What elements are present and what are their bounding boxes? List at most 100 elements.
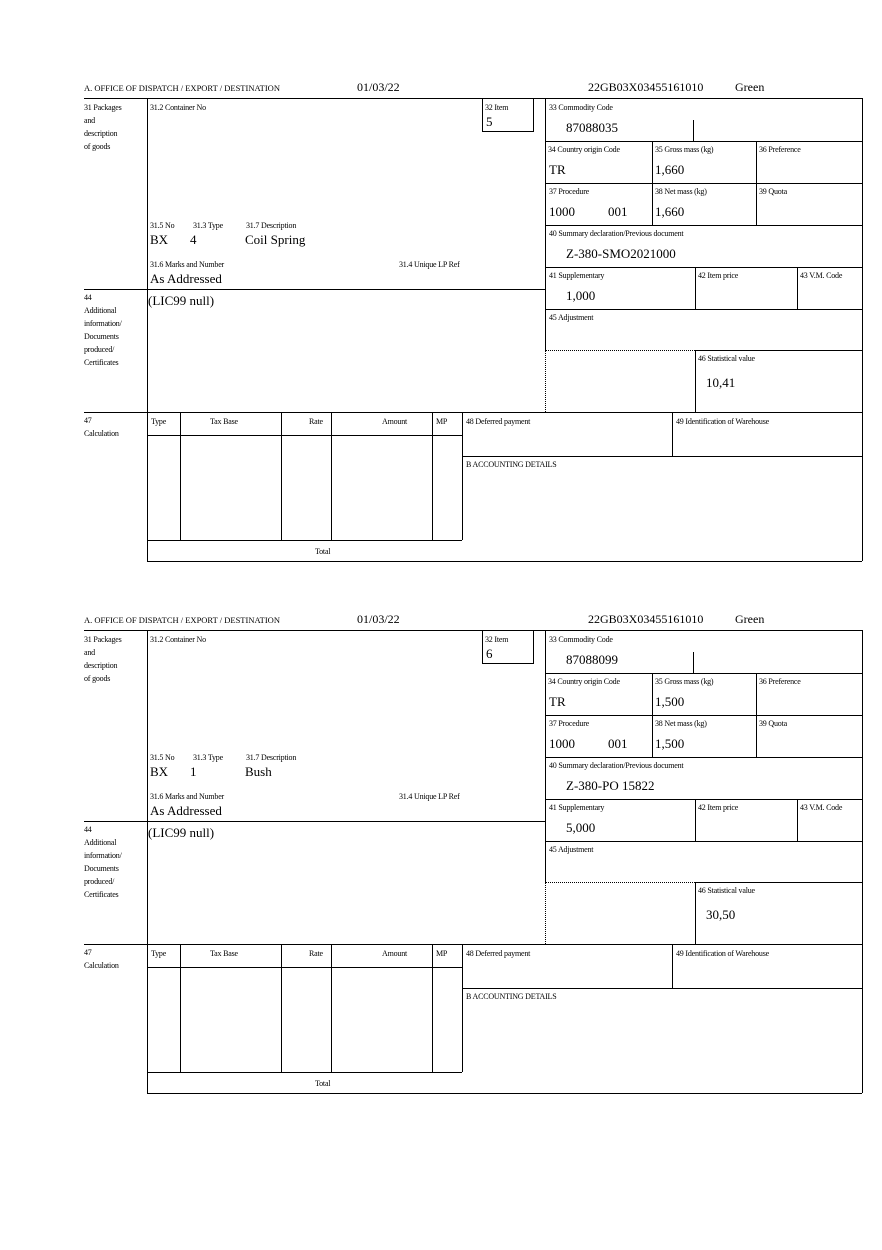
rule bbox=[695, 882, 862, 883]
rule bbox=[147, 1072, 462, 1073]
box-47-label-line: 47 bbox=[84, 948, 92, 957]
country-origin-value: TR bbox=[549, 162, 566, 177]
item-price-label: 42 Item price bbox=[698, 271, 739, 280]
box-31-label-line: of goods bbox=[84, 142, 111, 151]
commodity-code-value: 87088035 bbox=[566, 120, 618, 135]
rule bbox=[432, 412, 433, 540]
vm-code-label: 43 V.M. Code bbox=[800, 271, 843, 280]
rule bbox=[545, 882, 695, 883]
rule bbox=[652, 141, 653, 225]
rule bbox=[180, 944, 181, 1072]
box-31-label-line: 31 Packages bbox=[84, 103, 122, 112]
declaration-reference: 22GB03X03455161010 bbox=[588, 80, 704, 94]
rule bbox=[331, 944, 332, 1072]
rule bbox=[862, 630, 863, 1093]
rule bbox=[84, 98, 862, 99]
statistical-value-label: 46 Statistical value bbox=[698, 886, 755, 895]
declaration-date: 01/03/22 bbox=[357, 80, 400, 94]
country-origin-label: 34 Country origin Code bbox=[548, 677, 620, 686]
preference-label: 36 Preference bbox=[759, 677, 801, 686]
calc-type-header: Type bbox=[151, 417, 167, 426]
rule bbox=[482, 630, 483, 663]
accounting-details-label: B ACCOUNTING DETAILS bbox=[466, 460, 557, 469]
calc-mp-header: MP bbox=[436, 417, 448, 426]
rule bbox=[462, 456, 862, 457]
declaration-form: A. OFFICE OF DISPATCH / EXPORT / DESTINA… bbox=[0, 80, 882, 562]
rule bbox=[84, 944, 862, 945]
net-mass-label: 38 Net mass (kg) bbox=[655, 187, 707, 196]
container-no-label: 31.2 Container No bbox=[150, 635, 206, 644]
calc-amount-header: Amount bbox=[382, 417, 408, 426]
goods-description: Coil Spring bbox=[245, 232, 306, 247]
summary-declaration-label: 40 Summary declaration/Previous document bbox=[549, 761, 684, 770]
marks-label: 31.6 Marks and Number bbox=[150, 792, 225, 801]
rule bbox=[545, 715, 862, 716]
rule bbox=[533, 98, 534, 131]
package-type-label: 31.3 Type bbox=[193, 221, 223, 230]
gross-mass-value: 1,660 bbox=[655, 162, 685, 177]
calc-type-header: Type bbox=[151, 949, 167, 958]
rule bbox=[695, 350, 862, 351]
adjustment-label: 45 Adjustment bbox=[549, 313, 594, 322]
warehouse-label: 49 Identification of Warehouse bbox=[676, 949, 769, 958]
rule bbox=[482, 663, 534, 664]
calc-tax-base-header: Tax Base bbox=[210, 949, 238, 958]
package-count: 4 bbox=[190, 232, 197, 247]
rule bbox=[545, 841, 862, 842]
supplementary-value: 5,000 bbox=[566, 820, 596, 835]
office-heading: A. OFFICE OF DISPATCH / EXPORT / DESTINA… bbox=[84, 83, 280, 93]
box-44-label-line: 44 bbox=[84, 825, 92, 834]
statistical-value: 30,50 bbox=[706, 907, 736, 922]
marks-value: As Addressed bbox=[150, 271, 222, 286]
route-status: Green bbox=[735, 612, 765, 626]
box-44-label-line: Certificates bbox=[84, 890, 119, 899]
box-31-label-line: and bbox=[84, 648, 95, 657]
rule bbox=[147, 561, 862, 562]
commodity-code-value: 87088099 bbox=[566, 652, 618, 667]
rule bbox=[432, 944, 433, 1072]
item-price-label: 42 Item price bbox=[698, 803, 739, 812]
box-44-label-line: information/ bbox=[84, 319, 122, 328]
rule bbox=[756, 141, 757, 225]
rule bbox=[695, 350, 696, 412]
supplementary-label: 41 Supplementary bbox=[549, 803, 605, 812]
rule bbox=[84, 289, 545, 290]
rule bbox=[862, 98, 863, 561]
vm-code-label: 43 V.M. Code bbox=[800, 803, 843, 812]
item-label: 32 Item bbox=[485, 635, 509, 644]
procedure-additional-value: 001 bbox=[608, 204, 628, 219]
adjustment-label: 45 Adjustment bbox=[549, 845, 594, 854]
rule bbox=[147, 435, 462, 436]
country-origin-value: TR bbox=[549, 694, 566, 709]
rule bbox=[545, 98, 546, 350]
net-mass-value: 1,660 bbox=[655, 204, 685, 219]
goods-description: Bush bbox=[245, 764, 272, 779]
box-47-label-line: 47 bbox=[84, 416, 92, 425]
country-origin-label: 34 Country origin Code bbox=[548, 145, 620, 154]
rule bbox=[147, 98, 148, 561]
rule bbox=[545, 630, 546, 882]
rule bbox=[695, 882, 696, 944]
statistical-value-label: 46 Statistical value bbox=[698, 354, 755, 363]
route-status: Green bbox=[735, 80, 765, 94]
quota-label: 39 Quota bbox=[759, 187, 787, 196]
gross-mass-label: 35 Gross mass (kg) bbox=[655, 145, 714, 154]
rule bbox=[482, 98, 483, 131]
rule bbox=[545, 757, 862, 758]
rule bbox=[147, 630, 148, 1093]
calc-total-label: Total bbox=[315, 547, 331, 556]
rule bbox=[180, 412, 181, 540]
calc-total-label: Total bbox=[315, 1079, 331, 1088]
rule bbox=[693, 652, 694, 673]
supplementary-label: 41 Supplementary bbox=[549, 271, 605, 280]
procedure-label: 37 Procedure bbox=[549, 187, 590, 196]
rule bbox=[147, 967, 462, 968]
rule bbox=[545, 267, 862, 268]
rule bbox=[462, 988, 862, 989]
rule bbox=[147, 1093, 862, 1094]
statistical-value: 10,41 bbox=[706, 375, 736, 390]
rule bbox=[462, 412, 463, 540]
box-31-label-line: and bbox=[84, 116, 95, 125]
rule bbox=[545, 141, 862, 142]
box-31-label-line: of goods bbox=[84, 674, 111, 683]
